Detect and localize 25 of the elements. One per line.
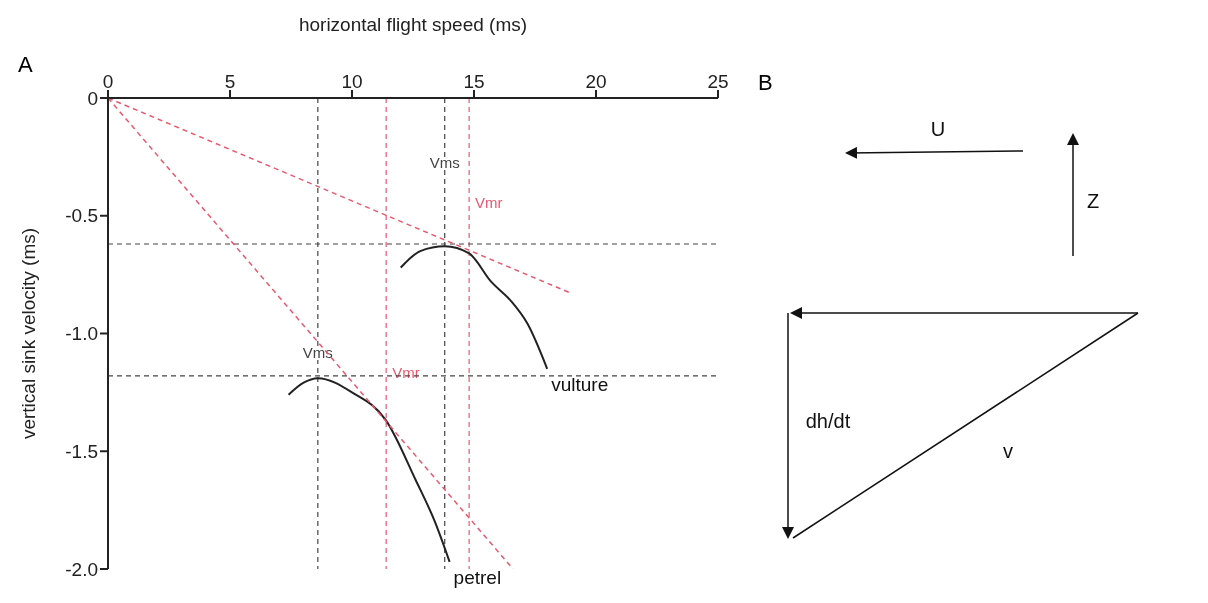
ref-line-label: Vms: [429, 154, 460, 171]
y-tick-label: 0: [87, 87, 98, 109]
series-label: petrel: [453, 566, 502, 588]
x-tick-label: 15: [463, 71, 485, 92]
y-tick-label: -2.0: [65, 558, 98, 580]
ref-line-label: Vmr: [475, 194, 503, 211]
x-tick-label: 0: [102, 71, 114, 92]
x-axis-title: horizontal flight speed (ms): [298, 14, 528, 36]
x-tick-label: 10: [341, 71, 363, 92]
text: U: [930, 118, 946, 140]
text: B: [758, 70, 773, 96]
chart-title: A: [18, 52, 33, 78]
y-tick-label: -1.5: [65, 440, 98, 462]
ref-line-label: Vmr: [392, 364, 420, 381]
y-axis-title: vertical sink velocity (ms): [17, 227, 39, 440]
y-tick-label: -1.0: [65, 323, 98, 345]
series-label: vulture: [551, 373, 609, 395]
ref-line-label: Vms: [302, 344, 333, 361]
text: v: [1003, 440, 1013, 462]
text: Z: [1086, 190, 1100, 212]
x-tick-label: 5: [224, 71, 236, 92]
text: dh/dt: [805, 410, 851, 432]
y-tick-label: -0.5: [65, 205, 98, 227]
x-tick-label: 25: [707, 71, 729, 92]
x-tick-label: 20: [585, 71, 607, 92]
